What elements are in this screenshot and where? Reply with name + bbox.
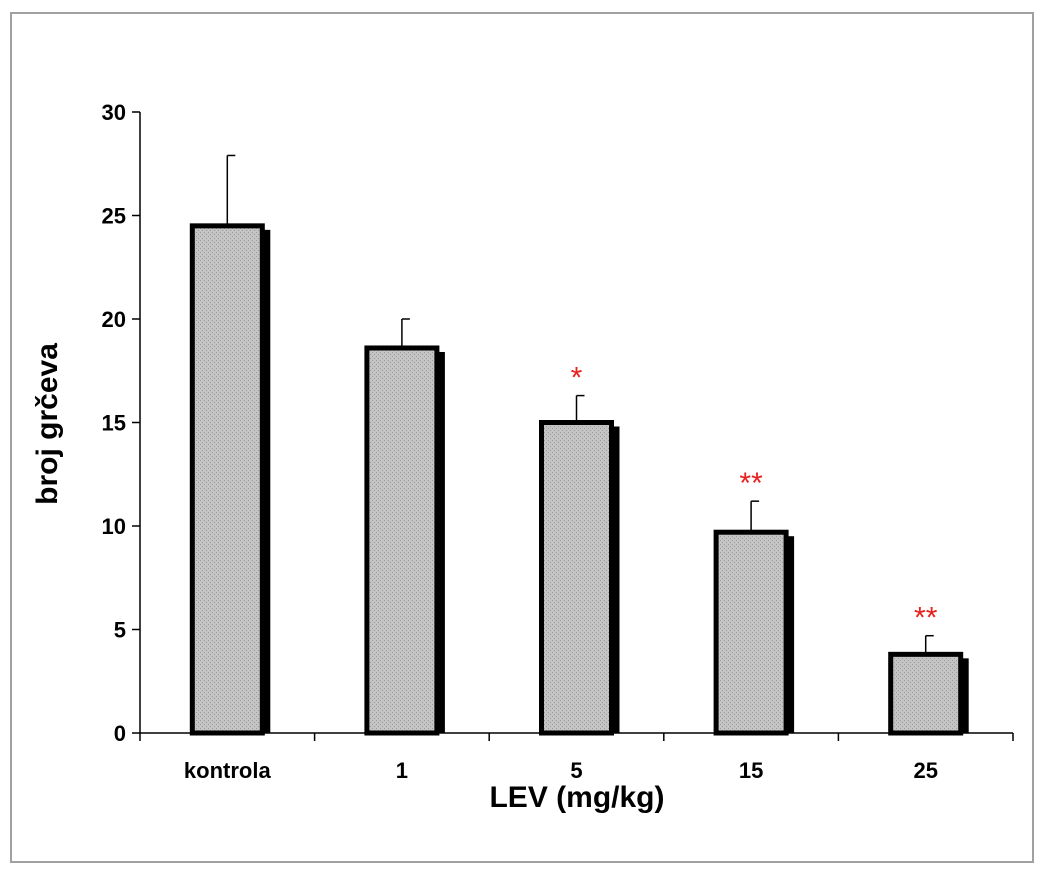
significance-marker: ** bbox=[739, 467, 763, 500]
bar bbox=[713, 529, 789, 736]
significance-marker: * bbox=[571, 362, 583, 395]
x-axis-label: LEV (mg/kg) bbox=[489, 781, 664, 814]
x-tick-label: 15 bbox=[739, 758, 763, 783]
bar bbox=[189, 223, 265, 736]
y-tick-label: 5 bbox=[114, 618, 126, 643]
x-tick-label: kontrola bbox=[184, 758, 272, 783]
x-tick-label: 5 bbox=[570, 758, 582, 783]
y-tick-label: 15 bbox=[102, 411, 126, 436]
bar bbox=[888, 651, 964, 736]
bar bbox=[364, 345, 440, 736]
y-tick-label: 0 bbox=[114, 721, 126, 746]
x-tick-label: 1 bbox=[396, 758, 408, 783]
x-tick-label: 25 bbox=[913, 758, 937, 783]
y-tick-label: 30 bbox=[102, 100, 126, 125]
significance-marker: ** bbox=[914, 602, 938, 635]
y-tick-label: 10 bbox=[102, 514, 126, 539]
y-tick-label: 20 bbox=[102, 307, 126, 332]
y-axis-label: broj grčeva bbox=[31, 343, 64, 505]
bar bbox=[539, 420, 614, 736]
plot-area: 0 5 10 15 20 25 30 kontrola 1 * 5 ** 15 ** 25 bbox=[102, 100, 1014, 783]
chart-border bbox=[10, 12, 1034, 863]
y-tick-label: 25 bbox=[102, 204, 126, 229]
